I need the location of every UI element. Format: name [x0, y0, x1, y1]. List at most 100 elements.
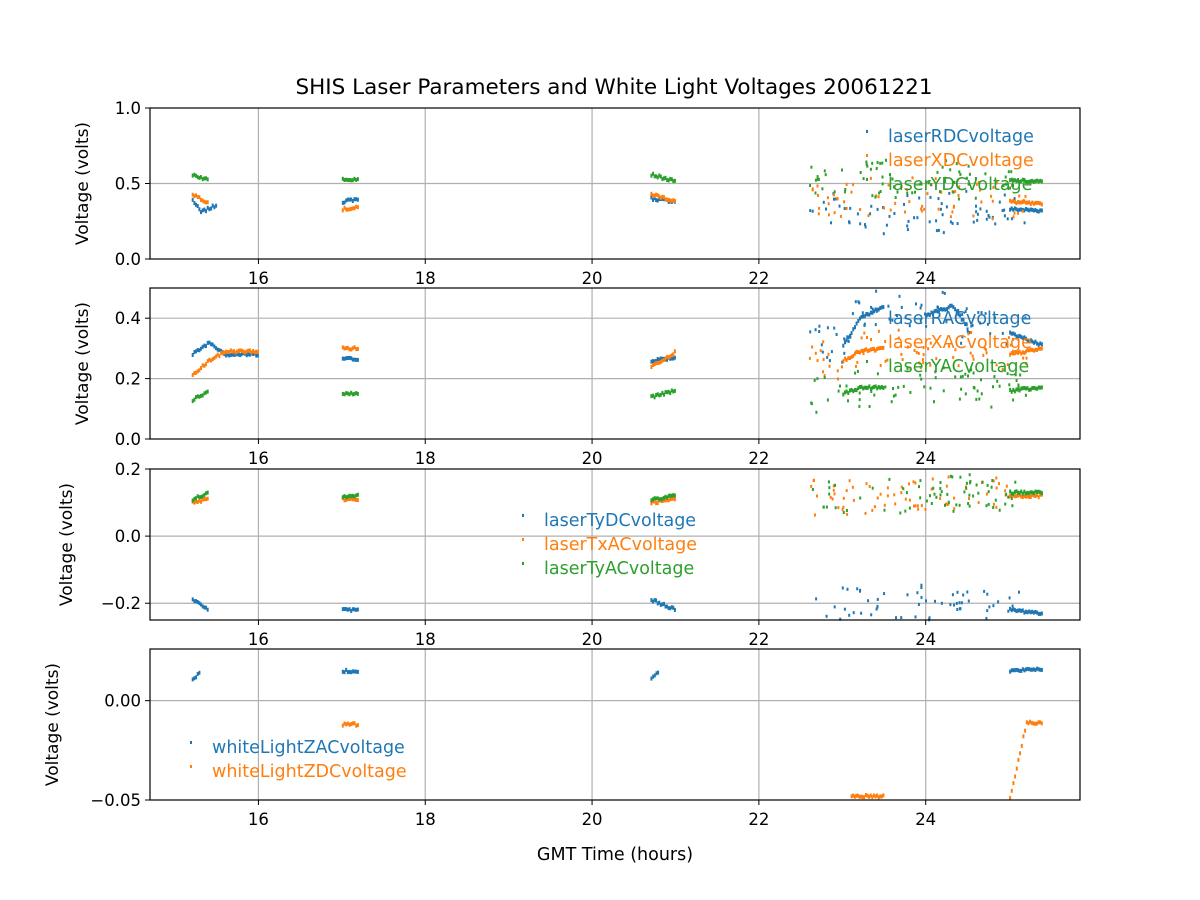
- data-point-outlier: [925, 324, 928, 328]
- data-point-outlier: [979, 321, 982, 325]
- data-point-outlier: [909, 391, 912, 394]
- data-point-outlier: [887, 183, 890, 187]
- data-point: [650, 191, 653, 196]
- data-point: [239, 353, 242, 358]
- data-point: [1009, 178, 1012, 183]
- data-point-outlier: [931, 477, 934, 481]
- data-point: [205, 176, 207, 181]
- data-point: [350, 722, 353, 727]
- data-point: [1020, 494, 1023, 499]
- data-point-outlier: [826, 355, 829, 359]
- data-point: [213, 344, 216, 349]
- data-point-outlier: [906, 191, 909, 195]
- data-point: [663, 176, 665, 181]
- data-point-outlier: [817, 177, 820, 181]
- data-point-outlier: [948, 191, 951, 195]
- x-tick-label: 24: [915, 269, 936, 288]
- data-point: [847, 391, 850, 395]
- data-point: [1023, 208, 1026, 213]
- data-point-outlier: [862, 177, 865, 181]
- data-point: [1036, 386, 1039, 391]
- data-point: [1037, 179, 1040, 184]
- data-point-outlier: [920, 586, 923, 590]
- data-point: [255, 349, 258, 354]
- data-point-outlier: [953, 180, 956, 184]
- data-point: [193, 397, 196, 402]
- data-point: [655, 174, 658, 179]
- data-point: [852, 327, 855, 332]
- data-point: [1040, 491, 1043, 496]
- data-point-outlier: [984, 172, 987, 176]
- data-point-outlier: [916, 591, 919, 595]
- data-point-outlier: [839, 617, 842, 621]
- data-point: [350, 494, 353, 499]
- data-point: [857, 793, 859, 798]
- data-point: [1030, 720, 1033, 725]
- data-point: [650, 394, 653, 399]
- data-point-outlier: [935, 357, 938, 361]
- data-point-outlier: [946, 503, 949, 507]
- data-point-outlier: [815, 597, 818, 601]
- data-point: [231, 349, 234, 354]
- data-point: [669, 198, 672, 203]
- data-point-outlier: [994, 498, 997, 502]
- data-point: [670, 177, 673, 182]
- data-point-outlier: [913, 504, 915, 508]
- data-point-outlier: [876, 597, 879, 601]
- data-point: [1026, 180, 1029, 185]
- data-point: [845, 358, 848, 362]
- data-point-outlier: [1001, 331, 1004, 335]
- data-point: [1025, 386, 1027, 391]
- series-laserXDCvoltage: [191, 176, 1043, 221]
- data-point: [1028, 208, 1031, 213]
- data-point-outlier: [894, 502, 897, 506]
- data-point-outlier: [1025, 362, 1028, 365]
- data-point: [1032, 340, 1035, 345]
- data-point: [1023, 668, 1026, 673]
- data-point: [210, 206, 213, 211]
- data-point: [868, 384, 871, 389]
- data-point: [659, 392, 662, 397]
- series-whiteLightZDCvoltage: [341, 719, 1043, 801]
- data-point: [193, 350, 196, 355]
- data-point-outlier: [974, 196, 977, 200]
- data-point: [343, 346, 346, 351]
- data-point: [198, 498, 201, 503]
- series-laserYDCvoltage: [191, 158, 1043, 201]
- data-point-outlier: [881, 175, 884, 179]
- data-point: [1029, 387, 1032, 392]
- y-tick-label: −0.05: [90, 791, 141, 810]
- data-point: [252, 352, 255, 357]
- data-point-outlier: [888, 317, 891, 321]
- data-point-outlier: [833, 190, 836, 194]
- data-point-outlier: [822, 340, 825, 344]
- data-point-outlier: [874, 323, 877, 327]
- data-point-outlier: [911, 191, 914, 195]
- data-point: [650, 676, 653, 681]
- data-point: [350, 608, 353, 613]
- data-point-outlier: [980, 311, 983, 315]
- data-point-outlier: [808, 356, 811, 360]
- data-point-outlier: [823, 376, 826, 379]
- data-point: [195, 349, 197, 354]
- data-point: [669, 606, 672, 611]
- data-point-outlier: [814, 178, 817, 182]
- y-tick-label: 0.4: [115, 309, 141, 328]
- data-point: [946, 307, 948, 311]
- data-point-outlier: [1024, 393, 1027, 397]
- data-point-outlier: [869, 176, 872, 180]
- data-point: [1028, 609, 1031, 614]
- data-point: [874, 794, 877, 799]
- data-point: [670, 356, 673, 361]
- data-point-outlier: [883, 206, 886, 210]
- data-point: [844, 390, 846, 395]
- data-point-outlier: [850, 190, 853, 194]
- data-point: [1021, 608, 1024, 613]
- x-tick-label: 20: [582, 269, 603, 288]
- data-point-outlier: [972, 220, 975, 224]
- data-point-outlier: [1004, 489, 1007, 493]
- data-point: [200, 175, 202, 180]
- data-point: [191, 353, 194, 357]
- data-point: [876, 386, 879, 391]
- data-point-outlier: [832, 484, 835, 488]
